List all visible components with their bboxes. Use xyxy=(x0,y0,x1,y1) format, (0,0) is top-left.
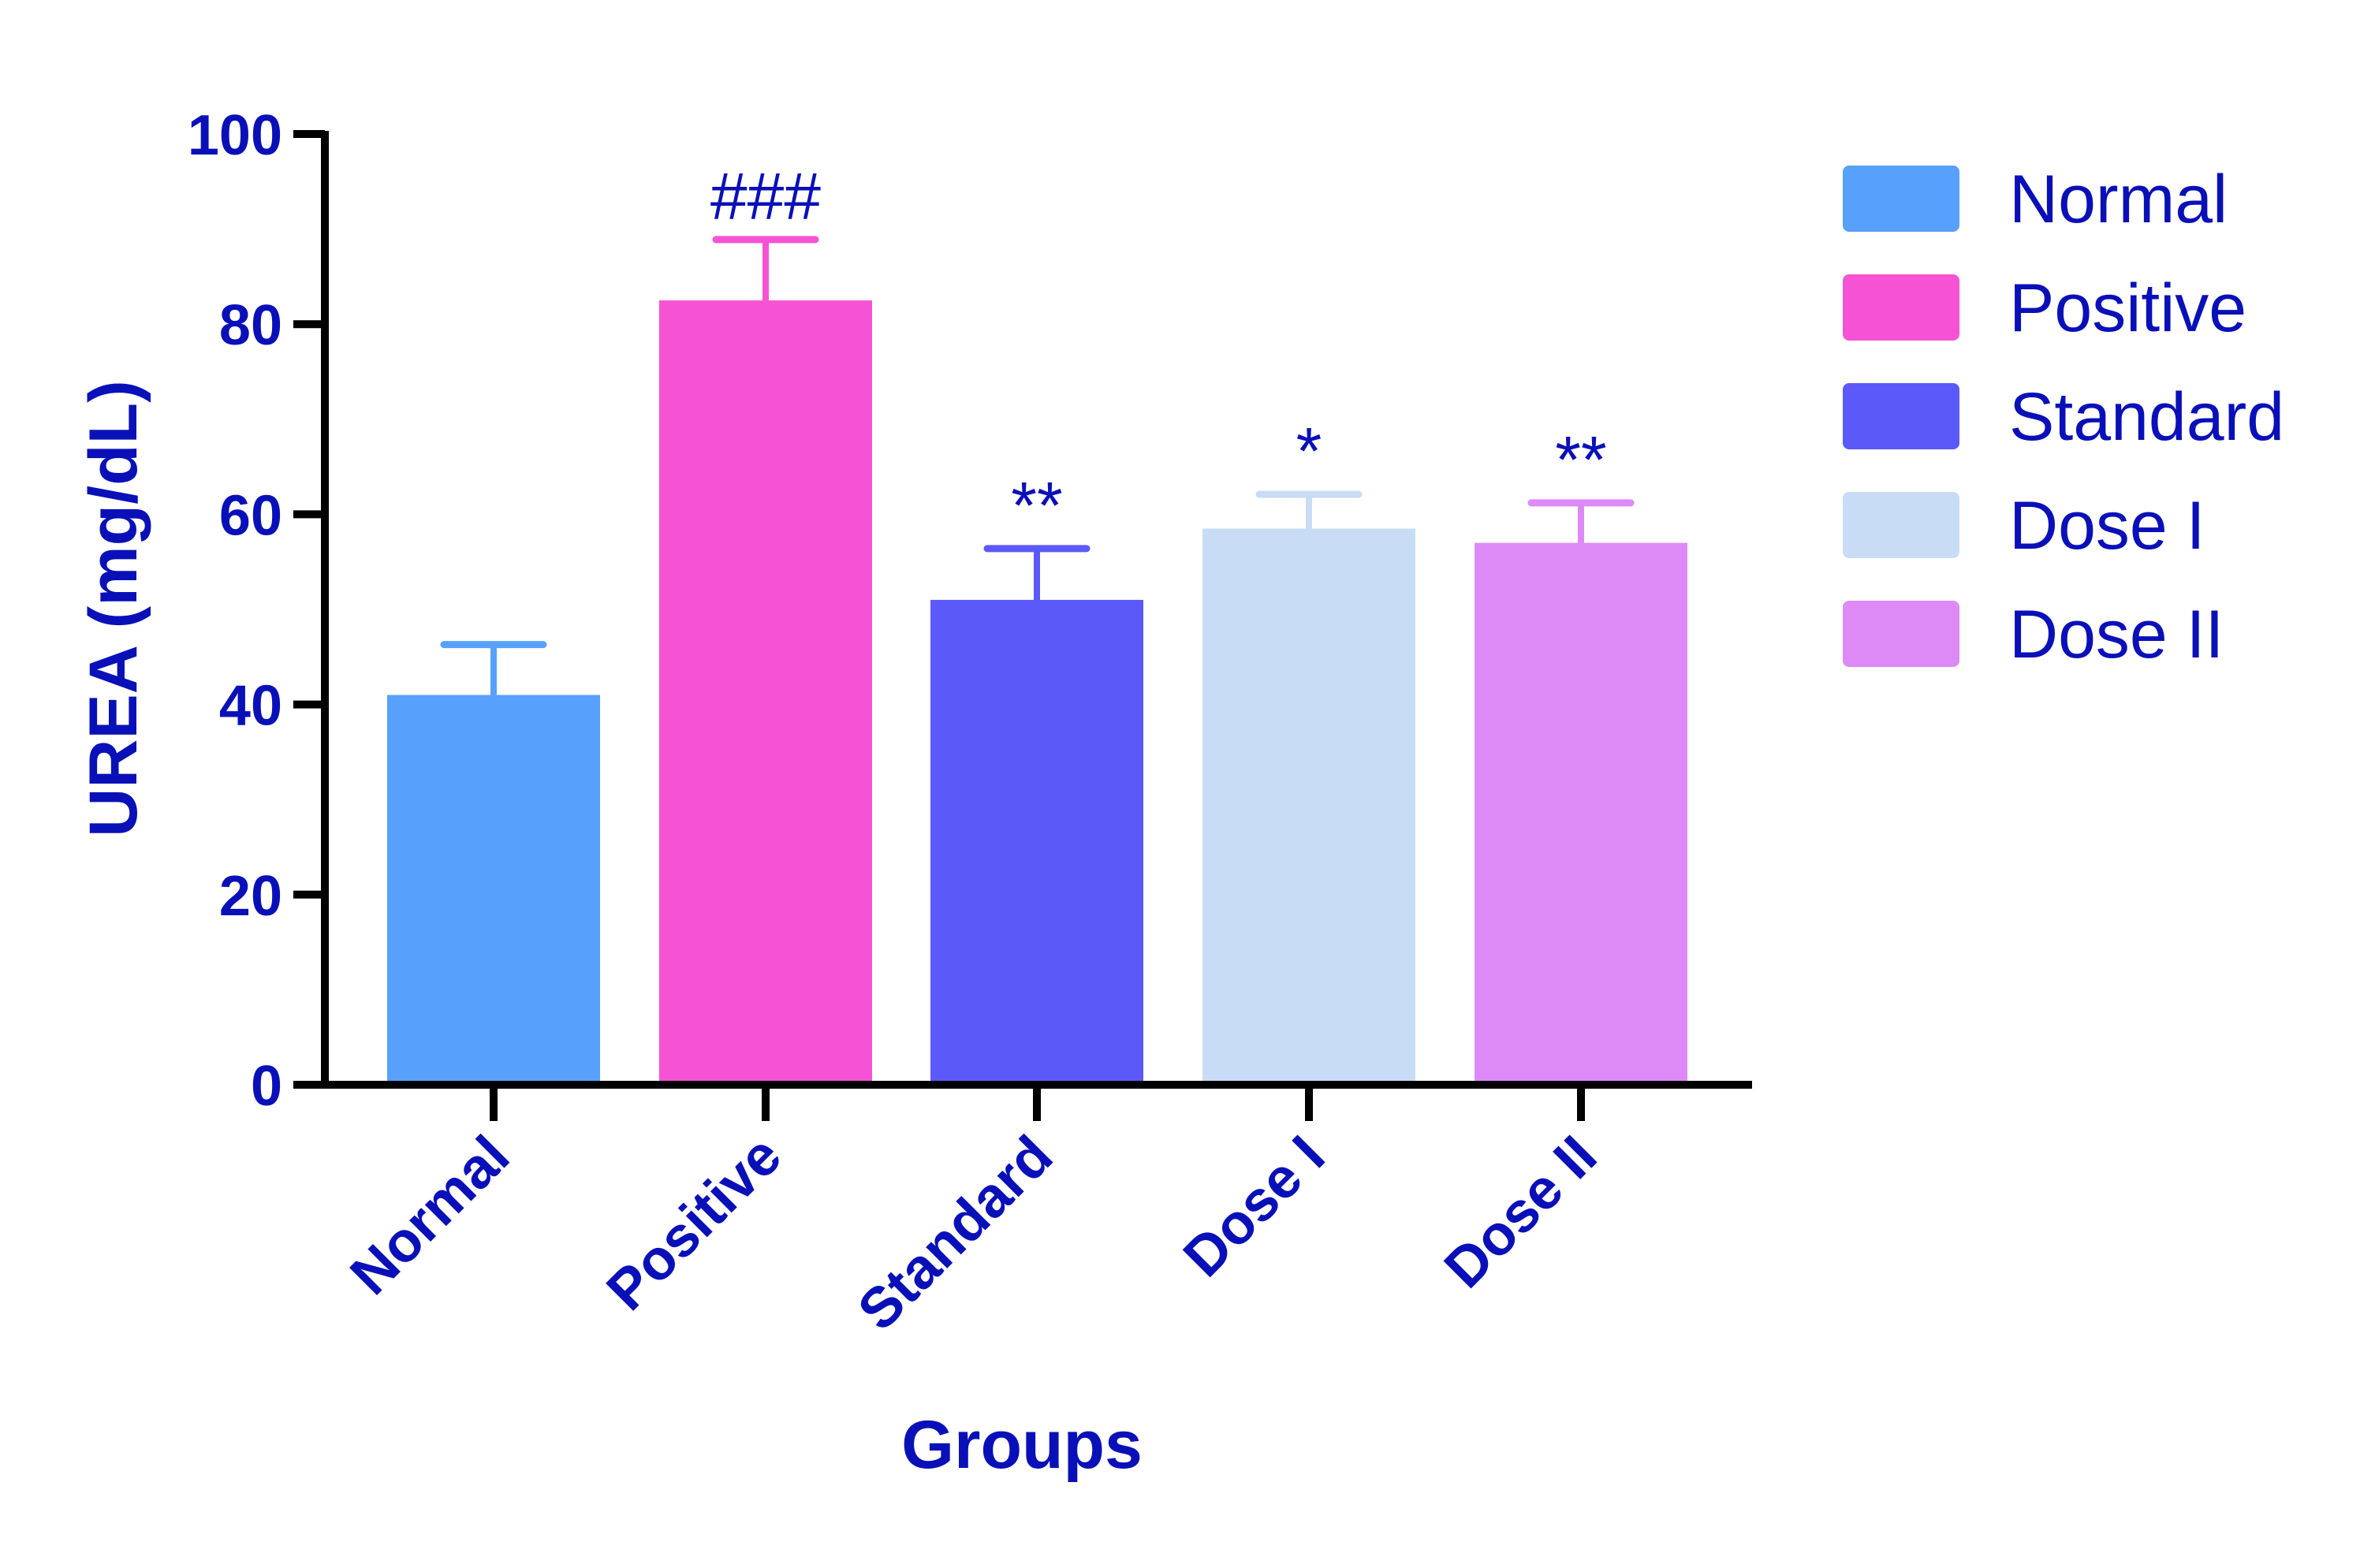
significance-annotation: ### xyxy=(710,159,821,233)
y-ticks-group: 0 20 40 60 80 100 xyxy=(188,104,325,1118)
x-tick-label: Dose I xyxy=(1172,1124,1337,1289)
y-tick-label: 40 xyxy=(219,675,282,738)
legend-swatch xyxy=(1843,492,1959,558)
legend-label: Standard xyxy=(2009,379,2284,455)
legend-label: Normal xyxy=(2009,162,2228,237)
bar-positive xyxy=(659,300,872,1085)
axes-group xyxy=(293,131,1752,1089)
legend-swatch xyxy=(1843,383,1959,449)
x-axis-title: Groups xyxy=(901,1407,1143,1483)
y-axis-title: UREA (mg/dL) xyxy=(76,380,151,837)
significance-annotation: ** xyxy=(1555,423,1606,497)
bars-group xyxy=(387,300,1687,1085)
significance-annotation: * xyxy=(1296,414,1322,488)
legend-label: Positive xyxy=(2009,270,2246,346)
y-tick-label: 0 xyxy=(251,1055,282,1118)
bar-normal xyxy=(387,695,600,1085)
significance-annotation: ** xyxy=(1011,468,1062,542)
bar-dose-i xyxy=(1202,528,1415,1085)
x-tick-label: Normal xyxy=(338,1124,521,1307)
x-tick-label: Dose II xyxy=(1433,1124,1609,1301)
legend-swatch xyxy=(1843,166,1959,232)
x-ticks-group: Normal Positive Standard Dose I Dose II xyxy=(338,1085,1609,1343)
y-tick-label: 80 xyxy=(219,294,282,357)
x-tick-label: Standard xyxy=(846,1124,1064,1343)
legend-swatch xyxy=(1843,274,1959,341)
x-tick-label: Positive xyxy=(595,1124,793,1323)
legend-label: Dose I xyxy=(2009,488,2205,564)
legend-label: Dose II xyxy=(2009,597,2224,672)
legend-swatch xyxy=(1843,601,1959,667)
bar-dose-ii xyxy=(1475,542,1687,1085)
y-tick-label: 60 xyxy=(219,484,282,547)
y-tick-label: 20 xyxy=(219,865,282,928)
significance-annotations: ###*** ** xyxy=(710,159,1607,542)
y-tick-label: 100 xyxy=(188,104,282,167)
error-bars-group xyxy=(440,236,1635,695)
bar-standard xyxy=(930,599,1143,1085)
legend: Normal Positive Standard Dose I Dose II xyxy=(1843,162,2284,672)
